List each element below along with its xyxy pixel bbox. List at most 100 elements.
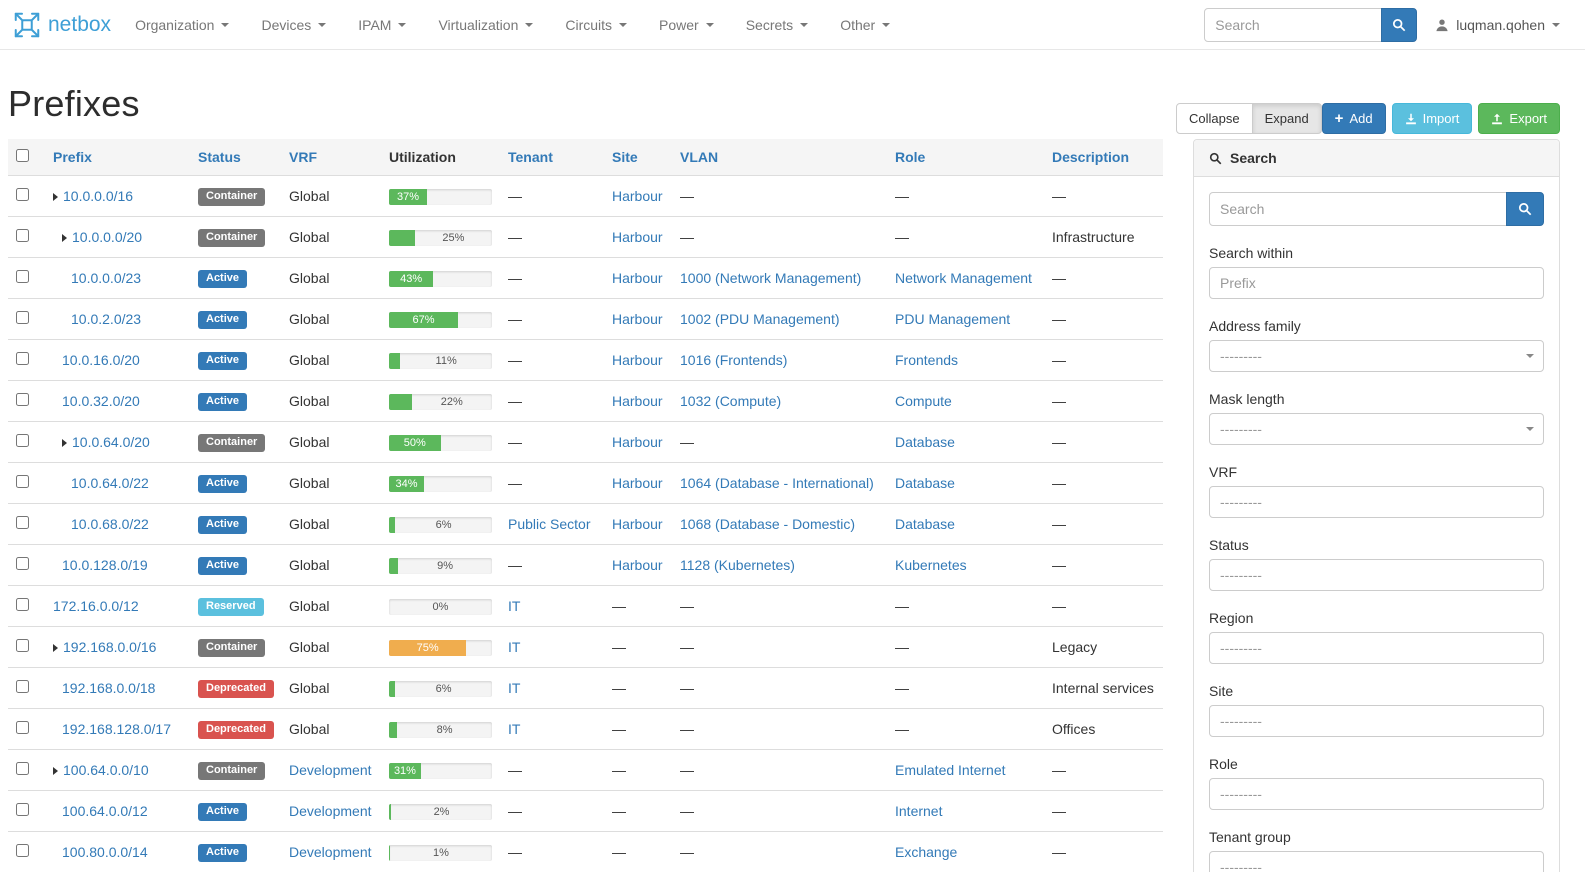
- column-sort-link[interactable]: Site: [612, 149, 638, 165]
- tenant-link[interactable]: Public Sector: [508, 515, 591, 532]
- column-header-role[interactable]: Role: [887, 139, 1044, 176]
- add-button[interactable]: + Add: [1321, 103, 1386, 134]
- vlan-link[interactable]: 1002 (PDU Management): [680, 310, 840, 327]
- search-within-input[interactable]: [1209, 267, 1544, 299]
- row-checkbox[interactable]: [16, 597, 29, 611]
- vlan-link[interactable]: 1068 (Database - Domestic): [680, 515, 856, 532]
- vrf-link[interactable]: Development: [289, 843, 372, 860]
- role-link[interactable]: Network Management: [895, 269, 1032, 286]
- tenant-link[interactable]: IT: [508, 679, 521, 696]
- prefix-link[interactable]: 10.0.68.0/22: [71, 515, 149, 532]
- row-checkbox[interactable]: [16, 392, 29, 406]
- row-checkbox[interactable]: [16, 638, 29, 652]
- address-family-select[interactable]: [1209, 340, 1544, 372]
- tenant-link[interactable]: IT: [508, 720, 521, 737]
- column-sort-link[interactable]: Status: [198, 149, 241, 165]
- site-link[interactable]: Harbour: [612, 515, 663, 532]
- site-input[interactable]: [1209, 705, 1544, 737]
- sidebar-search-button[interactable]: [1506, 192, 1544, 226]
- prefix-link[interactable]: 10.0.0.0/23: [71, 269, 142, 286]
- user-menu[interactable]: luqman.qohen: [1435, 17, 1560, 33]
- vrf-input[interactable]: [1209, 486, 1544, 518]
- site-link[interactable]: Harbour: [612, 351, 663, 368]
- column-sort-link[interactable]: VLAN: [680, 149, 719, 165]
- nav-menu-secrets[interactable]: Secrets: [730, 0, 824, 50]
- expand-button[interactable]: Expand: [1251, 103, 1322, 134]
- row-checkbox[interactable]: [16, 515, 29, 529]
- role-input[interactable]: [1209, 778, 1544, 810]
- row-checkbox[interactable]: [16, 802, 29, 816]
- mask-length-select[interactable]: [1209, 413, 1544, 445]
- prefix-link[interactable]: 100.64.0.0/12: [62, 802, 148, 819]
- tenant-group-input[interactable]: [1209, 851, 1544, 872]
- column-header-site[interactable]: Site: [604, 139, 672, 176]
- site-link[interactable]: Harbour: [612, 269, 663, 286]
- expand-arrow-icon[interactable]: [62, 233, 67, 242]
- site-link[interactable]: Harbour: [612, 474, 663, 491]
- expand-arrow-icon[interactable]: [62, 438, 67, 447]
- column-header-vrf[interactable]: VRF: [281, 139, 381, 176]
- site-link[interactable]: Harbour: [612, 556, 663, 573]
- nav-menu-ipam[interactable]: IPAM: [342, 0, 422, 50]
- role-link[interactable]: PDU Management: [895, 310, 1011, 327]
- row-checkbox[interactable]: [16, 761, 29, 775]
- sidebar-search-input[interactable]: [1209, 192, 1507, 226]
- role-link[interactable]: Internet: [895, 802, 943, 819]
- site-link[interactable]: Harbour: [612, 433, 663, 450]
- column-header-description[interactable]: Description: [1044, 139, 1163, 176]
- column-header-tenant[interactable]: Tenant: [500, 139, 604, 176]
- prefix-link[interactable]: 192.168.0.0/16: [63, 638, 157, 655]
- row-checkbox[interactable]: [16, 187, 29, 201]
- site-link[interactable]: Harbour: [612, 392, 663, 409]
- column-sort-link[interactable]: Role: [895, 149, 926, 165]
- prefix-link[interactable]: 10.0.32.0/20: [62, 392, 140, 409]
- row-checkbox[interactable]: [16, 843, 29, 857]
- region-input[interactable]: [1209, 632, 1544, 664]
- row-checkbox[interactable]: [16, 474, 29, 488]
- row-checkbox[interactable]: [16, 556, 29, 570]
- row-checkbox[interactable]: [16, 679, 29, 693]
- nav-menu-power[interactable]: Power: [643, 0, 730, 50]
- prefix-link[interactable]: 10.0.2.0/23: [71, 310, 142, 327]
- prefix-link[interactable]: 192.168.0.0/18: [62, 679, 156, 696]
- column-header-vlan[interactable]: VLAN: [672, 139, 887, 176]
- tenant-link[interactable]: IT: [508, 638, 521, 655]
- collapse-button[interactable]: Collapse: [1175, 103, 1253, 134]
- prefix-link[interactable]: 172.16.0.0/12: [53, 597, 139, 614]
- nav-menu-circuits[interactable]: Circuits: [549, 0, 643, 50]
- import-button[interactable]: Import: [1391, 103, 1473, 134]
- column-sort-link[interactable]: Description: [1052, 149, 1130, 165]
- vlan-link[interactable]: 1128 (Kubernetes): [680, 556, 795, 573]
- prefix-link[interactable]: 10.0.128.0/19: [62, 556, 148, 573]
- nav-menu-virtualization[interactable]: Virtualization: [422, 0, 549, 50]
- site-link[interactable]: Harbour: [612, 310, 663, 327]
- vlan-link[interactable]: 1016 (Frontends): [680, 351, 788, 368]
- site-link[interactable]: Harbour: [612, 228, 663, 245]
- prefix-link[interactable]: 10.0.64.0/20: [72, 433, 150, 450]
- role-link[interactable]: Database: [895, 515, 955, 532]
- expand-arrow-icon[interactable]: [53, 766, 58, 775]
- tenant-link[interactable]: IT: [508, 597, 521, 614]
- role-link[interactable]: Compute: [895, 392, 952, 409]
- status-input[interactable]: [1209, 559, 1544, 591]
- prefix-link[interactable]: 10.0.0.0/16: [63, 187, 134, 204]
- nav-menu-other[interactable]: Other: [824, 0, 906, 50]
- prefix-link[interactable]: 100.80.0.0/14: [62, 843, 148, 860]
- row-checkbox[interactable]: [16, 720, 29, 734]
- site-link[interactable]: Harbour: [612, 187, 663, 204]
- row-checkbox[interactable]: [16, 310, 29, 324]
- prefix-link[interactable]: 10.0.16.0/20: [62, 351, 140, 368]
- netbox-brand[interactable]: netbox: [12, 10, 111, 40]
- vlan-link[interactable]: 1000 (Network Management): [680, 269, 862, 286]
- select-all-checkbox[interactable]: [16, 149, 29, 162]
- expand-arrow-icon[interactable]: [53, 643, 58, 652]
- row-checkbox[interactable]: [16, 433, 29, 447]
- column-sort-link[interactable]: VRF: [289, 149, 317, 165]
- column-header-status[interactable]: Status: [190, 139, 281, 176]
- vrf-link[interactable]: Development: [289, 761, 372, 778]
- export-button[interactable]: Export: [1478, 103, 1560, 134]
- role-link[interactable]: Database: [895, 474, 955, 491]
- prefix-link[interactable]: 10.0.64.0/22: [71, 474, 149, 491]
- row-checkbox[interactable]: [16, 269, 29, 283]
- prefix-link[interactable]: 10.0.0.0/20: [72, 228, 143, 245]
